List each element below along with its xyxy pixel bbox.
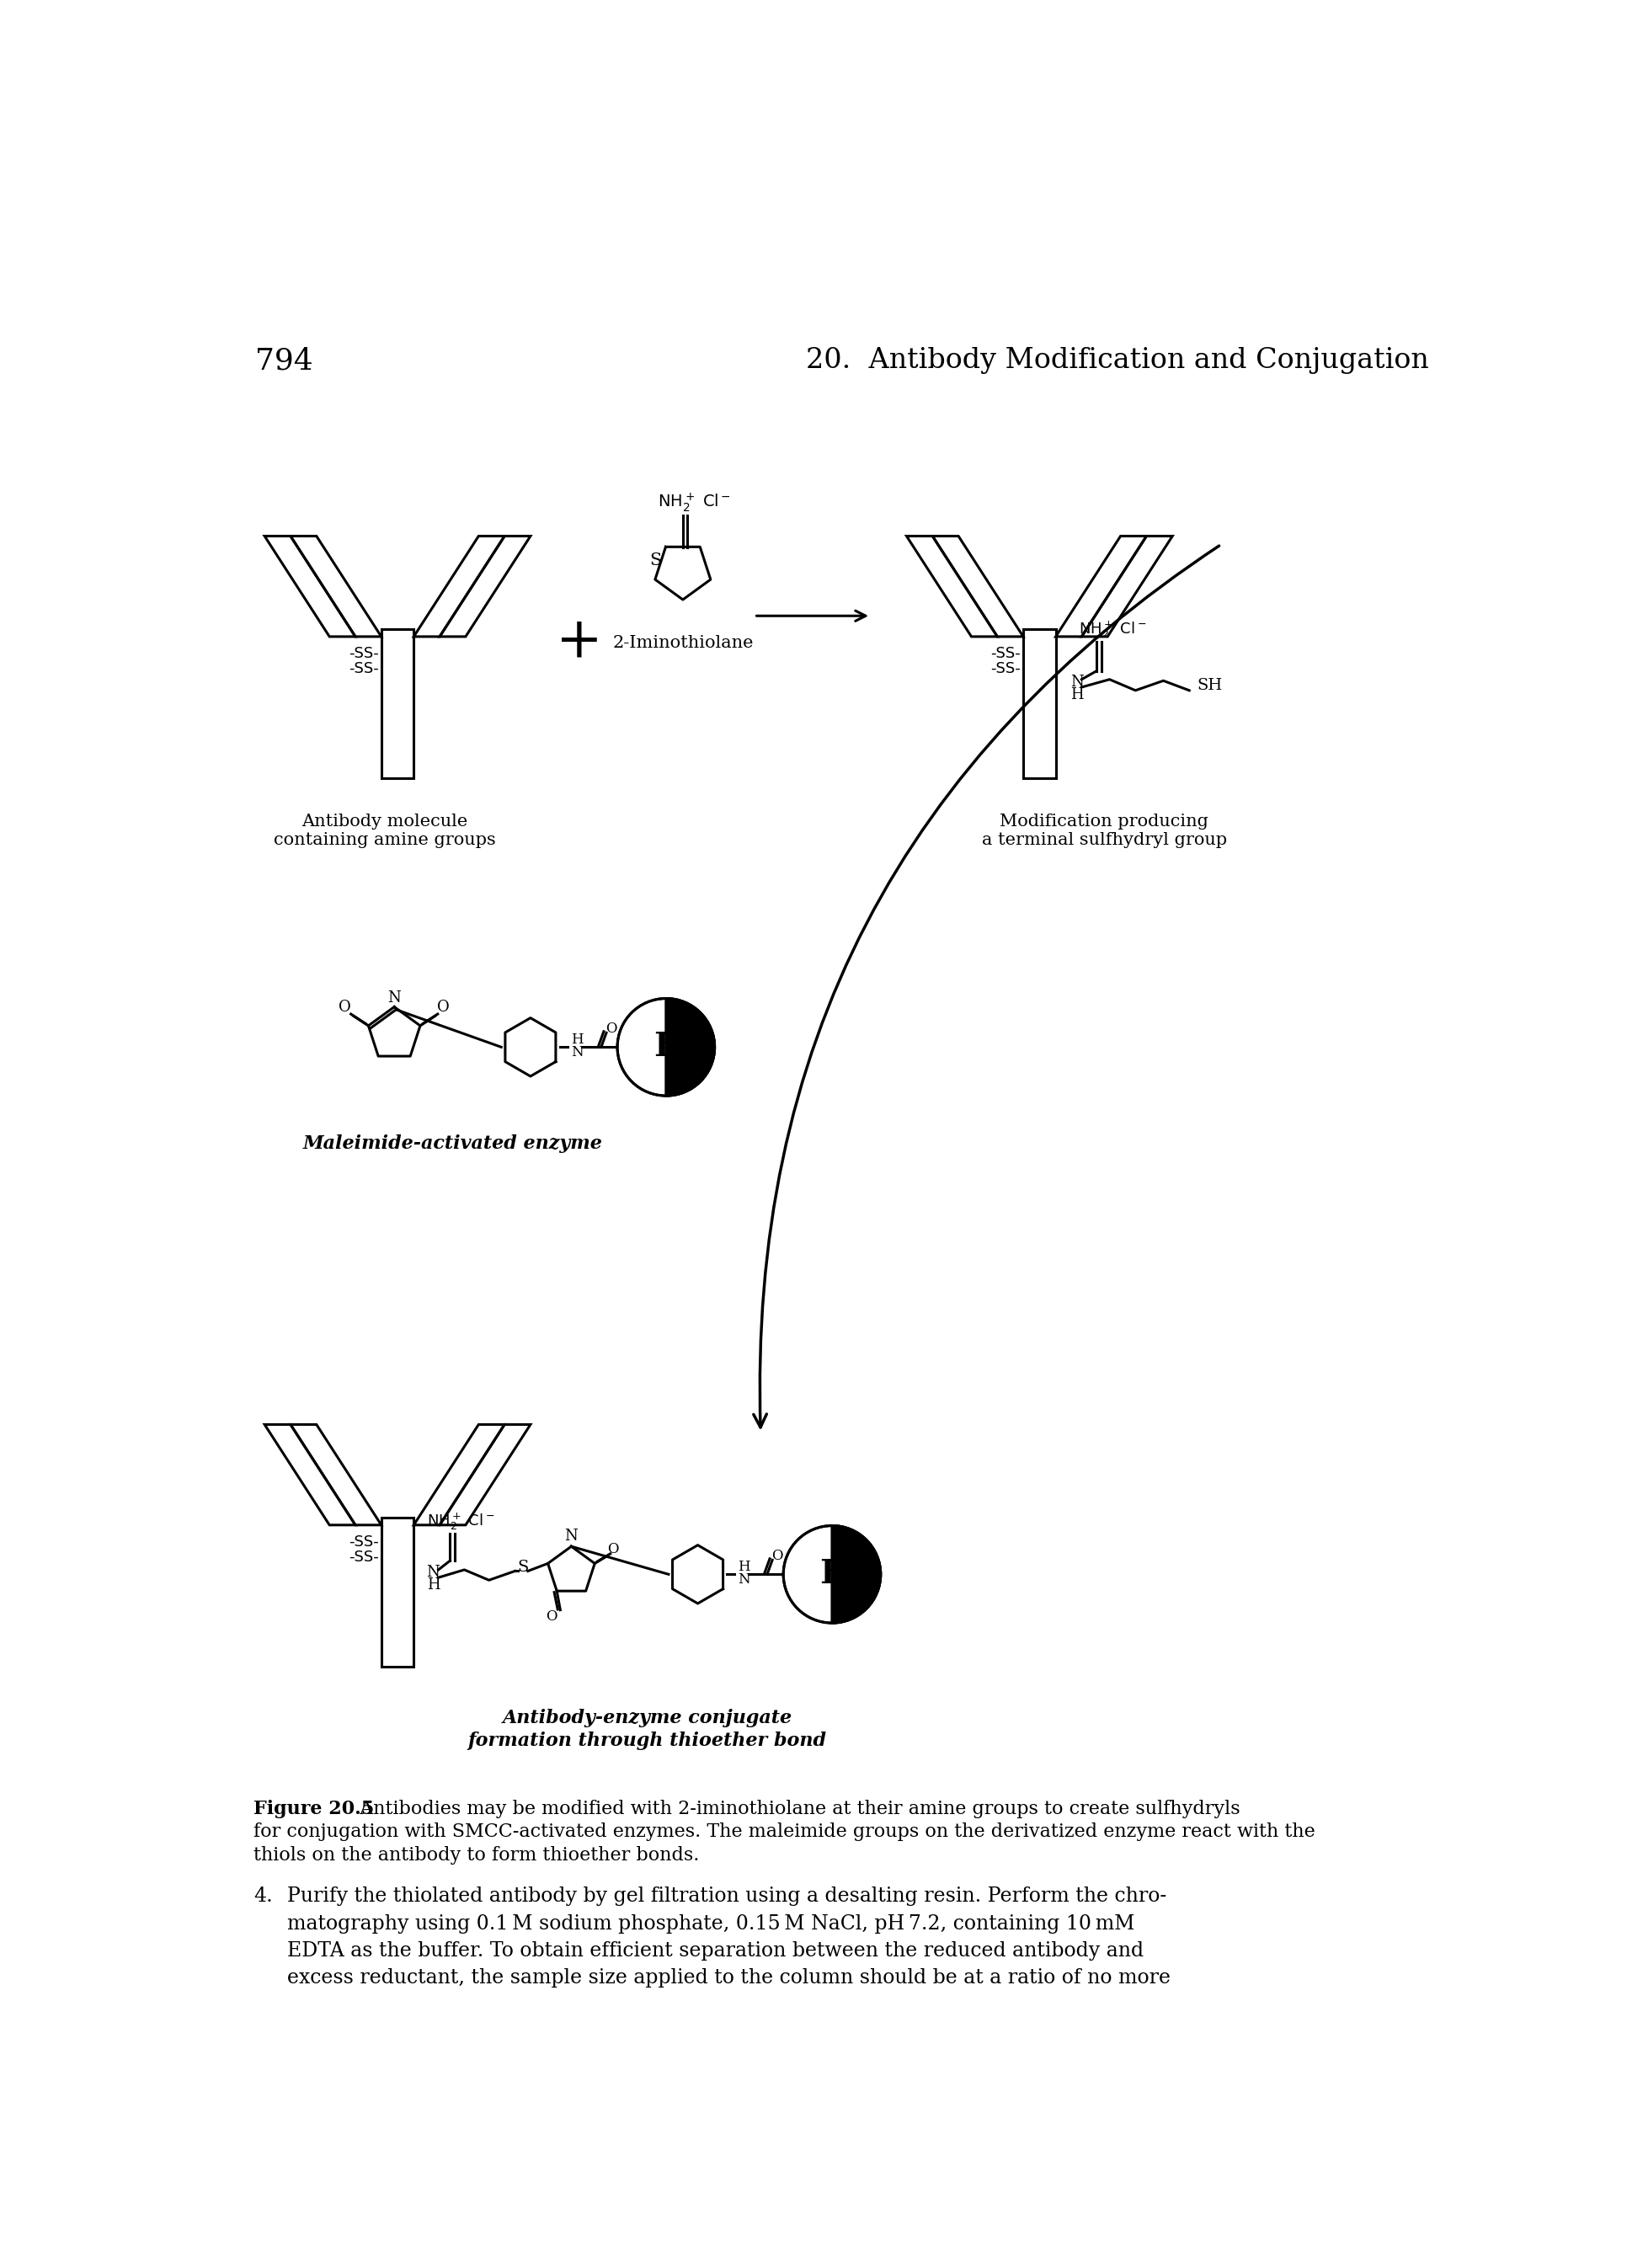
Text: Antibody-enzyme conjugate: Antibody-enzyme conjugate	[503, 1708, 792, 1726]
Wedge shape	[665, 998, 715, 1095]
Text: H: H	[427, 1579, 440, 1592]
Text: $\rm NH_2^+\ Cl^-$: $\rm NH_2^+\ Cl^-$	[427, 1510, 495, 1531]
Circle shape	[784, 1526, 881, 1624]
Text: 4.: 4.	[253, 1887, 273, 1905]
Text: Purify the thiolated antibody by gel filtration using a desalting resin. Perform: Purify the thiolated antibody by gel fil…	[288, 1887, 1167, 1905]
Text: 20.  Antibody Modification and Conjugation: 20. Antibody Modification and Conjugatio…	[805, 347, 1428, 374]
Text: N: N	[427, 1565, 440, 1581]
Wedge shape	[831, 1526, 881, 1624]
Circle shape	[618, 998, 715, 1095]
Text: O: O	[771, 1549, 782, 1563]
Text: -SS-: -SS-	[348, 662, 380, 676]
Text: Antibodies may be modified with 2-iminothiolane at their amine groups to create : Antibodies may be modified with 2-iminot…	[348, 1799, 1240, 1819]
Text: H: H	[570, 1032, 583, 1046]
Text: O: O	[437, 1000, 450, 1016]
Text: N: N	[570, 1046, 583, 1059]
Text: E: E	[654, 1032, 679, 1064]
Text: H: H	[1071, 687, 1084, 703]
Text: 2-Iminothiolane: 2-Iminothiolane	[613, 635, 754, 651]
Text: thiols on the antibody to form thioether bonds.: thiols on the antibody to form thioether…	[253, 1846, 700, 1864]
Text: Figure 20.5: Figure 20.5	[253, 1799, 375, 1819]
Text: -SS-: -SS-	[348, 646, 380, 660]
Text: O: O	[545, 1610, 557, 1624]
Text: H: H	[738, 1560, 751, 1574]
Text: -SS-: -SS-	[991, 662, 1020, 676]
Text: O: O	[338, 1000, 352, 1016]
Text: $\rm NH_2^+\ Cl^-$: $\rm NH_2^+\ Cl^-$	[1079, 619, 1147, 640]
Text: N: N	[1071, 674, 1084, 689]
Text: S: S	[518, 1560, 529, 1574]
Text: O: O	[608, 1542, 618, 1556]
Text: formation through thioether bond: formation through thioether bond	[468, 1730, 826, 1751]
Text: -SS-: -SS-	[348, 1535, 380, 1549]
Text: $\rm NH_2^+\ Cl^-$: $\rm NH_2^+\ Cl^-$	[657, 492, 731, 513]
Text: E: E	[820, 1558, 845, 1590]
Text: for conjugation with SMCC-activated enzymes. The maleimide groups on the derivat: for conjugation with SMCC-activated enzy…	[253, 1823, 1316, 1842]
Text: Antibody molecule
containing amine groups: Antibody molecule containing amine group…	[273, 814, 496, 848]
Text: +: +	[555, 615, 603, 669]
Text: SH: SH	[1198, 678, 1222, 694]
Text: S: S	[649, 553, 662, 569]
Text: matography using 0.1 M sodium phosphate, 0.15 M NaCl, pH 7.2, containing 10 mM: matography using 0.1 M sodium phosphate,…	[288, 1914, 1135, 1935]
Text: 794: 794	[255, 347, 312, 376]
Text: -SS-: -SS-	[348, 1549, 380, 1565]
Text: N: N	[738, 1572, 751, 1588]
Text: EDTA as the buffer. To obtain efficient separation between the reduced antibody : EDTA as the buffer. To obtain efficient …	[288, 1941, 1144, 1962]
Text: O: O	[605, 1023, 616, 1036]
Text: Modification producing
a terminal sulfhydryl group: Modification producing a terminal sulfhy…	[983, 814, 1227, 848]
Text: Maleimide-activated enzyme: Maleimide-activated enzyme	[302, 1134, 603, 1152]
Text: excess reductant, the sample size applied to the column should be at a ratio of : excess reductant, the sample size applie…	[288, 1969, 1171, 1989]
Text: N: N	[388, 991, 401, 1005]
Text: N: N	[565, 1529, 578, 1545]
Text: -SS-: -SS-	[991, 646, 1020, 660]
